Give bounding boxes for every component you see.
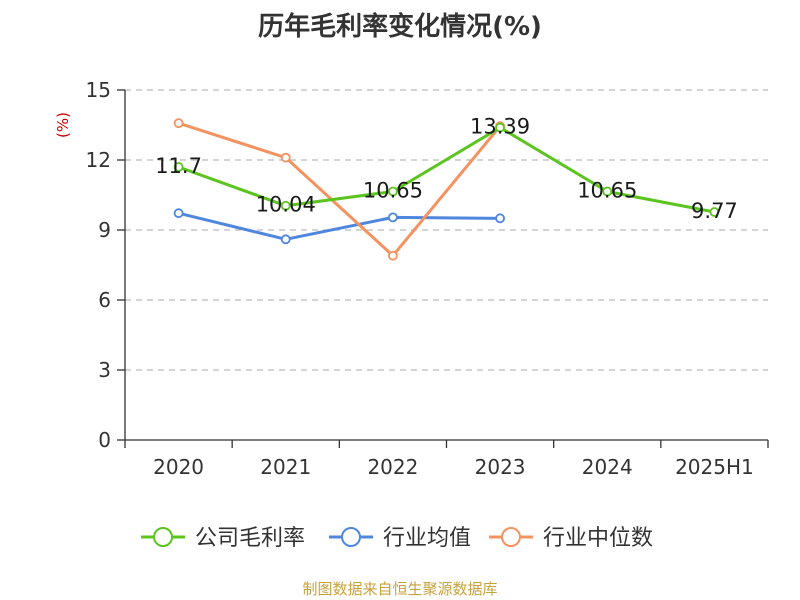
data-label: 10.04 (256, 193, 316, 217)
y-axis-label: (%) (54, 112, 72, 138)
data-label: 13.39 (470, 115, 530, 139)
data-point (388, 250, 398, 261)
data-point (602, 186, 613, 197)
x-tick-label: 2021 (260, 455, 311, 479)
data-point (173, 118, 184, 129)
data-point (173, 208, 184, 219)
data-point (709, 207, 720, 217)
series-lines (173, 118, 720, 261)
y-tick-label: 9 (98, 218, 111, 242)
data-point (280, 200, 291, 211)
data-point (495, 213, 505, 224)
source-note: 制图数据来自恒生聚源数据库 (302, 580, 498, 598)
series-line (177, 126, 716, 214)
data-point (388, 212, 398, 223)
data-point (495, 122, 505, 133)
y-tick-label: 12 (86, 148, 111, 172)
legend: 公司毛利率 行业均值 行业中位数 (141, 526, 653, 551)
x-tick-label: 2024 (582, 455, 633, 479)
y-tick-label: 3 (98, 358, 111, 382)
data-point (173, 162, 184, 172)
y-tick-label: 15 (86, 78, 111, 102)
legend-label: 行业中位数 (543, 526, 653, 551)
x-tick-label: 2020 (153, 455, 204, 479)
data-point (280, 234, 291, 245)
data-label: 11.7 (155, 154, 202, 178)
legend-marker (341, 527, 361, 547)
legend-marker (501, 527, 521, 547)
x-tick-label: 2022 (367, 455, 418, 479)
legend-label: 公司毛利率 (195, 526, 305, 551)
y-tick-label: 0 (98, 428, 111, 452)
series-line (177, 211, 502, 241)
data-point (280, 152, 291, 163)
axes: 0 3 6 9 12 15 (%) 2020 2021 2022 2023 2024 2025H1 (54, 78, 769, 479)
chart-title: 历年毛利率变化情况(%) (258, 12, 542, 42)
legend-marker (153, 527, 173, 547)
x-tick-label: 2025H1 (675, 455, 754, 479)
data-label: 9.77 (691, 199, 738, 223)
data-label: 10.65 (363, 179, 423, 203)
y-tick-label: 6 (98, 288, 111, 312)
data-point (388, 186, 398, 197)
data-labels: 11.7 10.04 10.65 13.39 10.65 9.77 (155, 115, 738, 223)
data-label: 10.65 (577, 179, 637, 203)
legend-label: 行业均值 (383, 526, 471, 551)
x-tick-label: 2023 (475, 455, 526, 479)
series-line (177, 121, 502, 258)
grid-lines (125, 89, 768, 371)
